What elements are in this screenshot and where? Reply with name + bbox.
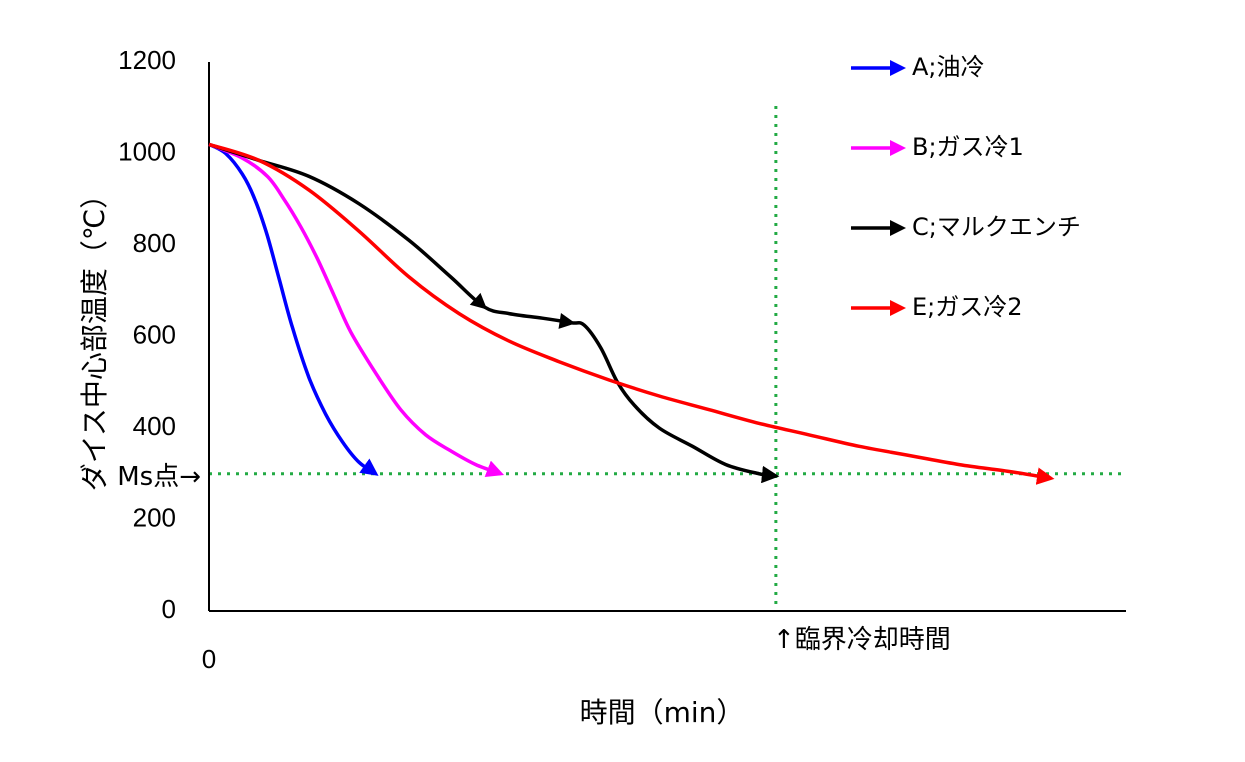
- guide-lines: [209, 106, 1126, 611]
- y-tick-label: 200: [133, 502, 176, 532]
- series-line: [208, 142, 1055, 485]
- legend-arrowhead: [890, 220, 906, 236]
- x-tick-label: 0: [202, 644, 216, 674]
- y-tick-label: 1200: [118, 45, 176, 75]
- x-axis-title: 時間（min）: [580, 696, 745, 729]
- y-tick-labels: 0 200 400 600 800 1000 1200: [118, 45, 176, 624]
- legend: A;油冷 B;ガス冷1 C;マルクエンチ E;ガス冷2: [851, 53, 1081, 321]
- critical-time-annotation: ↑臨界冷却時間: [773, 625, 951, 655]
- y-tick-label: 0: [162, 594, 176, 624]
- legend-arrowhead: [890, 140, 906, 156]
- series-line: [208, 142, 505, 477]
- y-tick-label: 400: [133, 411, 176, 441]
- y-tick-label: 600: [133, 319, 176, 349]
- legend-label: E;ガス冷2: [912, 293, 1023, 321]
- series-line: [208, 142, 780, 484]
- legend-label: A;油冷: [912, 53, 985, 81]
- series-mid-arrowhead: [469, 292, 488, 310]
- legend-arrowhead: [890, 60, 906, 76]
- ms-point-annotation: Ms点→: [117, 462, 201, 492]
- series-line: [208, 142, 379, 476]
- y-tick-label: 1000: [118, 136, 176, 166]
- y-tick-label: 800: [133, 228, 176, 258]
- axes: [208, 62, 1126, 612]
- legend-label: C;マルクエンチ: [912, 213, 1081, 241]
- series-mid-arrowhead: [558, 313, 576, 329]
- y-axis-title: ダイス中心部温度（℃）: [78, 181, 111, 492]
- legend-label: B;ガス冷1: [912, 133, 1024, 161]
- series-lines: [208, 142, 1055, 485]
- x-tick-labels: 0: [202, 644, 216, 674]
- legend-arrowhead: [890, 300, 906, 316]
